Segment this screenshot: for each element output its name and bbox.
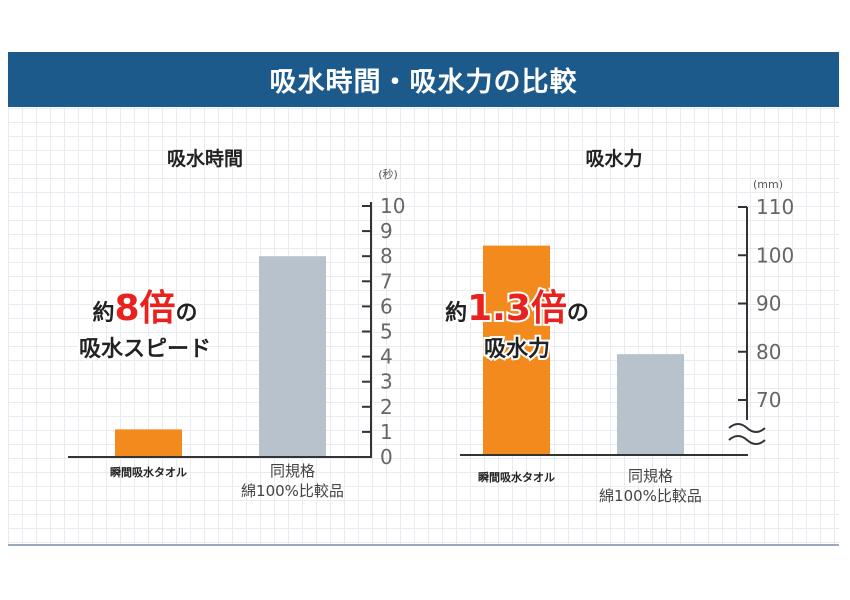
axis-break-mark bbox=[728, 435, 766, 445]
annotation-prefix: 約 bbox=[445, 300, 467, 326]
annotation-line1: 約1.3倍の bbox=[445, 288, 589, 329]
y-tick-label: 1 bbox=[380, 420, 393, 444]
category-label: 同規格 bbox=[628, 467, 673, 485]
bar bbox=[483, 245, 550, 455]
annotation-line1: 約8倍の bbox=[92, 288, 197, 329]
y-tick-label: 3 bbox=[380, 370, 393, 394]
y-tick-label: 5 bbox=[380, 320, 393, 344]
category-label: 綿100%比較品 bbox=[599, 487, 702, 505]
y-tick-label: 6 bbox=[380, 294, 393, 318]
y-tick-label: 100 bbox=[756, 243, 794, 267]
banner-title: 吸水時間・吸水力の比較 bbox=[8, 52, 839, 107]
y-tick-label: 8 bbox=[380, 244, 393, 268]
y-tick-label: 9 bbox=[380, 219, 393, 243]
annotation-highlight: 1.3倍 bbox=[467, 288, 567, 329]
category-label: 綿100%比較品 bbox=[241, 482, 344, 500]
y-tick-label: 2 bbox=[380, 395, 393, 419]
y-tick-label: 80 bbox=[756, 340, 781, 364]
annotation-prefix: 約 bbox=[92, 300, 114, 326]
bar bbox=[259, 256, 326, 457]
chart-title: 吸水力 bbox=[585, 147, 642, 170]
y-tick-label: 4 bbox=[380, 345, 393, 369]
y-tick-label: 7 bbox=[380, 269, 393, 293]
chart-panel bbox=[8, 52, 839, 546]
bar bbox=[617, 354, 684, 455]
y-tick-label: 0 bbox=[380, 445, 393, 469]
annotation-suffix: の bbox=[176, 301, 198, 326]
annotation-line2: 吸水力 bbox=[484, 337, 550, 362]
y-unit-label: (mm) bbox=[753, 178, 783, 191]
y-tick-label: 110 bbox=[756, 195, 794, 219]
category-label: 瞬間吸水タオル bbox=[478, 470, 555, 484]
annotation-suffix: の bbox=[567, 301, 589, 326]
chart-title: 吸水時間 bbox=[167, 148, 243, 170]
y-tick-label: 90 bbox=[756, 292, 781, 316]
annotation-line2: 吸水スピード bbox=[79, 337, 211, 362]
y-tick-label: 10 bbox=[380, 194, 405, 218]
y-unit-label: (秒) bbox=[378, 167, 398, 181]
category-label: 瞬間吸水タオル bbox=[110, 465, 187, 479]
bar bbox=[115, 429, 182, 457]
annotation-highlight: 8倍 bbox=[114, 288, 175, 329]
category-label: 同規格 bbox=[270, 462, 315, 480]
y-tick-label: 70 bbox=[756, 388, 781, 412]
axis-break-mark bbox=[728, 423, 766, 433]
